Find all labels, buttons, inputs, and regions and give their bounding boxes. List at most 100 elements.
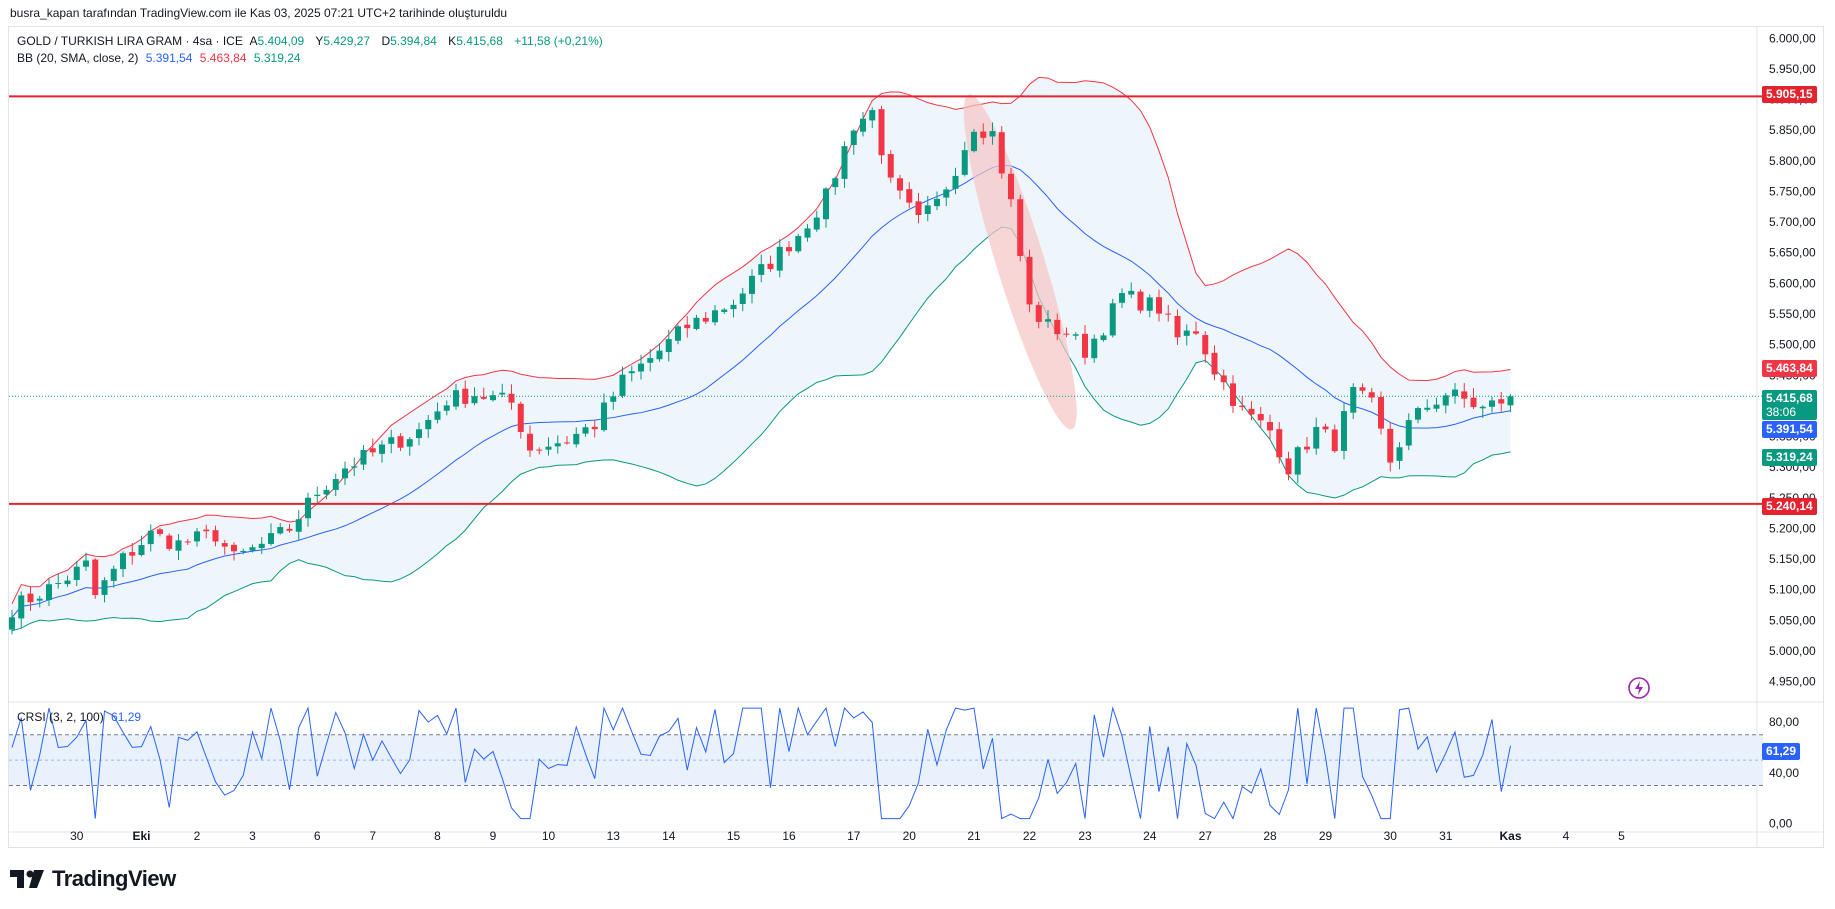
candle-body [1100,335,1107,341]
candle-body [850,130,857,146]
time-tick-label: 30 [1384,829,1398,843]
candle-body [860,118,866,132]
candle-body [369,448,376,453]
bb-upper-line [11,76,1511,605]
candle-body [277,527,284,534]
close-label: K [448,34,457,48]
candle-body [342,468,348,479]
candle-body [545,446,552,450]
time-tick-label: 9 [490,829,497,843]
candle-body [934,198,940,207]
candle-body [823,188,829,220]
candle-body [582,427,589,434]
bar-countdown: 38:06 [1766,405,1797,419]
price-tick-label: 5.550,00 [1769,307,1816,321]
candle-body [1008,173,1014,200]
candle-body [332,479,339,490]
candle-body [1396,447,1403,461]
time-tick-label: 17 [847,829,861,843]
chart-caption: busra_kapan tarafından TradingView.com i… [10,6,508,20]
bb-legend: BB (20, SMA, close, 2) 5.391,54 5.463,84… [17,51,305,65]
candle-body [1128,290,1135,295]
candle-body [18,595,25,619]
candle-body [1378,397,1384,429]
candle-body [240,551,247,553]
bb-lower-price-tag: 5.319,24 [1762,449,1817,466]
candle-body [554,443,561,447]
candle-body [952,175,959,189]
candle-body [1165,313,1172,315]
time-tick-label: 7 [369,829,376,843]
candle-body [1479,406,1486,409]
candle-body [1230,383,1236,406]
candle-body [776,246,783,271]
axis-layer: 6.000,005.950,005.900,005.850,005.800,00… [70,31,1816,843]
open-value: 5.404,09 [257,34,305,48]
time-tick-label: Eki [132,829,150,843]
candle-body [1026,256,1033,305]
highlight-ellipse [963,94,1077,430]
candles-layer [9,105,1514,635]
candle-body [499,392,506,395]
candle-body [175,540,182,551]
candle-body [887,154,894,178]
price-tick-label: 5.650,00 [1769,246,1816,260]
candle-body [924,205,931,215]
candle-body [231,544,237,552]
candle-body [147,530,154,545]
candle-body [1405,420,1412,446]
high-label: Y [315,34,324,48]
candle-body [471,396,478,404]
bb-upper-value: 5.463,84 [199,51,247,65]
tradingview-logo[interactable]: TradingView [10,866,176,892]
candle-body [961,150,968,175]
candle-body [129,552,136,556]
price-tick-label: 5.100,00 [1769,583,1816,597]
tradingview-logo-icon [10,870,44,888]
candle-body [1507,396,1514,406]
candle-body [721,309,728,312]
flash-icon[interactable] [1627,676,1651,705]
price-tick-label: 5.150,00 [1769,552,1816,566]
candle-body [314,494,321,497]
candle-body [1470,397,1477,408]
candle-body [1424,407,1431,410]
crsi-tick-label: 0,00 [1769,817,1793,831]
time-tick-label: 20 [903,829,917,843]
candle-body [730,304,737,310]
candle-body [490,395,496,401]
candle-body [258,543,265,549]
candle-body [619,374,626,396]
crsi-tick-label: 80,00 [1769,715,1799,729]
bb-basis-price-tag: 5.391,54 [1762,421,1817,438]
candle-body [92,559,99,596]
candle-body [1257,414,1264,421]
candle-body [1091,338,1098,359]
chart-frame[interactable] [8,26,1824,848]
horizontal-lines-layer [9,95,1763,505]
bb-indicator-label[interactable]: BB (20, SMA, close, 2) [17,51,139,65]
candle-body [527,433,533,451]
candle-body [749,275,755,294]
candle-body [915,201,922,215]
time-tick-label: 27 [1199,829,1213,843]
time-tick-label: 16 [782,829,796,843]
candle-body [388,437,395,444]
candle-body [1174,315,1181,338]
candle-body [157,529,163,534]
crsi-indicator-label[interactable]: CRSI (3, 2, 100) [17,710,104,724]
candle-body [980,131,987,138]
time-tick-label: 4 [1563,829,1570,843]
crsi-price-tag: 61,29 [1762,743,1801,760]
time-tick-label: 23 [1078,829,1092,843]
candle-body [906,189,913,203]
candle-body [379,444,385,454]
candle-body [1461,391,1468,399]
price-tick-label: 5.800,00 [1769,154,1816,168]
symbol-name[interactable]: GOLD / TURKISH LIRA GRAM · 4sa · ICE [17,34,243,48]
candle-body [1368,392,1375,398]
candle-body [638,363,644,372]
price-tick-label: 5.700,00 [1769,215,1816,229]
bb-lower-value: 5.319,24 [253,51,301,65]
